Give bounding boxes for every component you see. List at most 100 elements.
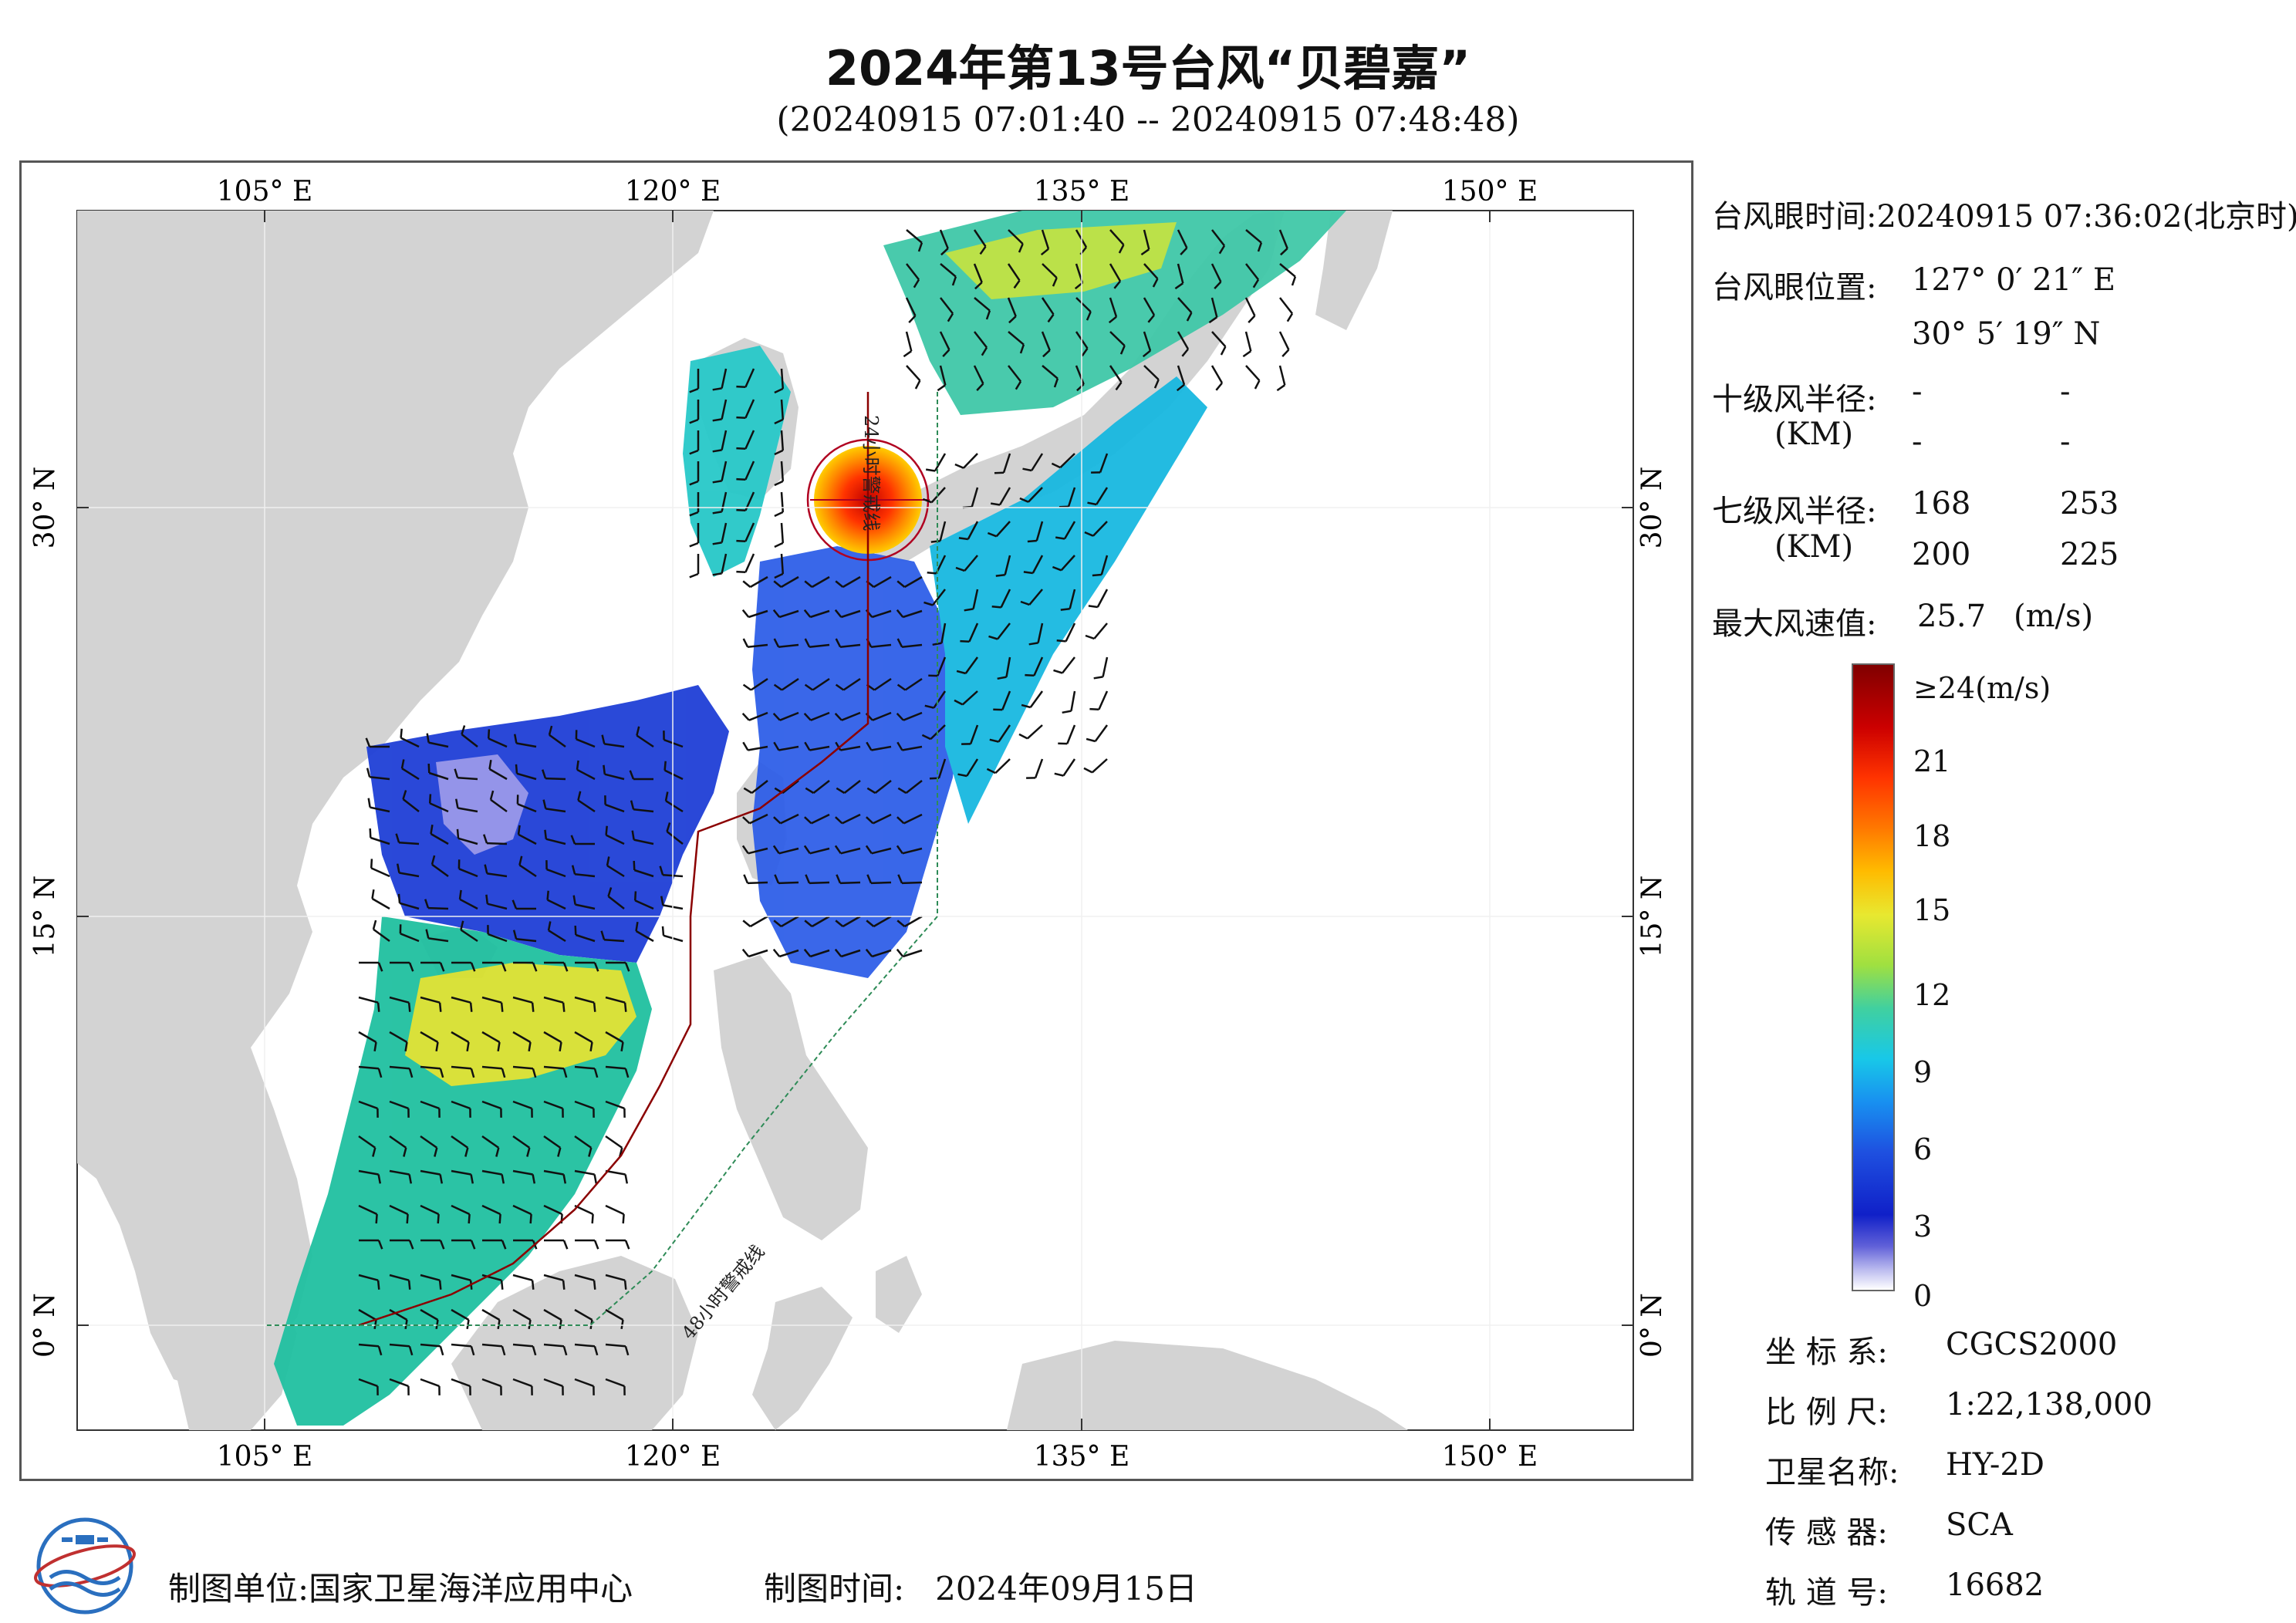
wind-barb-flag [991, 502, 1001, 506]
wind-barb [778, 609, 799, 619]
wind-barb [1037, 623, 1044, 643]
wind-barb-flag [1280, 248, 1288, 256]
wind-barb-flag [773, 919, 782, 927]
lon-label-bottom-120: 120° E [625, 1441, 721, 1473]
wind-barb [747, 881, 768, 885]
max-wind-label: 最大风速值: [1712, 606, 1877, 642]
wind-barb-flag [689, 542, 699, 548]
wind-barb [751, 780, 768, 794]
wind-barb-flag [557, 1147, 562, 1157]
wind-barb-flag [926, 468, 936, 472]
wind-barb-flag [500, 1002, 504, 1012]
wind-barb-flag [588, 1147, 593, 1157]
wind-barb [1102, 656, 1109, 677]
wind-barb-flag [986, 768, 996, 774]
wind-barb-flag [897, 787, 907, 795]
wind-barb-flag [1242, 350, 1252, 358]
wind-barb-flag [964, 608, 974, 612]
wind-barb [1041, 297, 1055, 315]
wind-barb-flag [470, 1068, 475, 1078]
wind-barb-flag [976, 383, 984, 391]
lon-label-top-120: 120° E [625, 176, 721, 208]
wind-barb [840, 609, 861, 619]
wind-barb [1210, 297, 1218, 318]
wind-barb [748, 745, 768, 751]
wind-barb [664, 769, 684, 781]
wind-barb [633, 869, 654, 878]
wind-barb-flag [1021, 704, 1032, 709]
wind-barb [839, 643, 861, 648]
r7-label: 七级风半径: [1712, 494, 1877, 529]
wind-swath-south-yellow [405, 963, 636, 1086]
wind-barb [389, 1135, 407, 1149]
colorbar-tick-6: 6 [1913, 1132, 1933, 1166]
orbit-label: 轨 道 号: [1765, 1575, 1888, 1611]
wind-barb-flag [489, 790, 495, 801]
wind-barb-flag [1257, 242, 1263, 252]
wind-barb-flag [742, 638, 749, 648]
wind-barb [1029, 690, 1044, 708]
wind-barb-flag [562, 1174, 567, 1184]
wind-barb-flag [365, 737, 371, 747]
warning-label-24h: 24小时警戒线 [860, 415, 882, 531]
wind-barb [358, 1343, 380, 1348]
wind-barb [940, 263, 957, 278]
wind-barb [1211, 331, 1227, 348]
wind-barb-flag [501, 1345, 506, 1356]
wind-barb [543, 1135, 562, 1149]
wind-barb [605, 1274, 626, 1281]
wind-barb-flag [512, 899, 518, 909]
r7-value-3: 200 [1912, 537, 1971, 572]
wind-barb [1279, 263, 1296, 278]
wind-barb [488, 933, 508, 943]
wind-barb [605, 1135, 623, 1149]
wind-barb [633, 808, 654, 813]
typhoon-wind-map: 24小时警戒线 48小时警戒线 105° E 120° E 135° E 150… [29, 176, 1668, 1473]
wind-barb-flag [1028, 642, 1038, 646]
wind-barb [902, 609, 923, 619]
wind-barb-flag [913, 278, 920, 288]
wind-barb-flag [605, 825, 608, 835]
wind-barb [451, 1204, 471, 1216]
wind-barb-flag [956, 670, 967, 675]
wind-barb-flag [1186, 312, 1193, 322]
wind-barb-flag [741, 713, 750, 721]
wind-barb [778, 643, 799, 648]
lat-label-right-15: 15° N [1636, 876, 1668, 958]
land-sakhalin-kurils [1315, 211, 1393, 330]
wind-barb [574, 1065, 596, 1070]
wind-barb-flag [914, 380, 921, 390]
wind-barb-flag [437, 1213, 440, 1224]
wind-barb [399, 872, 420, 878]
wind-barb [748, 609, 768, 619]
wind-barb [1278, 365, 1286, 386]
wind-barb [451, 1065, 472, 1070]
wind-barb-flag [773, 741, 780, 751]
wind-barb-flag [377, 1240, 383, 1250]
wind-barb-flag [689, 511, 699, 517]
wind-barb [402, 798, 420, 812]
wind-barb [420, 1135, 438, 1149]
wind-barb-flag [497, 1319, 501, 1329]
wind-barb-flag [439, 1240, 445, 1250]
wind-barb [778, 949, 799, 958]
wind-barb-flag [526, 1147, 531, 1157]
wind-barb [1008, 331, 1025, 346]
wind-barb-flag [1052, 277, 1058, 287]
wind-barb [1278, 229, 1288, 249]
wind-barb-flag [1076, 383, 1085, 392]
lon-label-top-135: 135° E [1034, 176, 1129, 208]
wind-barb [487, 872, 508, 878]
wind-barb-flag [896, 919, 906, 927]
wind-barb-flag [1042, 349, 1051, 358]
wind-barb-flag [630, 800, 635, 810]
wind-barb-flag [896, 638, 903, 648]
max-wind-unit: (m/s) [2014, 599, 2094, 634]
wind-barb [490, 798, 508, 813]
colorbar-tick-12: 12 [1913, 978, 1951, 1012]
wind-barb-flag [408, 1174, 413, 1184]
wind-barb-flag [487, 729, 491, 739]
wind-barb [574, 873, 596, 878]
wind-barb [974, 297, 991, 312]
wind-barb [1245, 229, 1262, 244]
